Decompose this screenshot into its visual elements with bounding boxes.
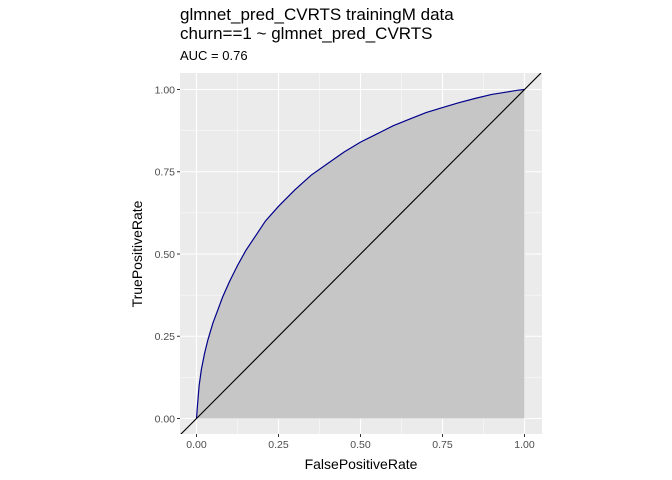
x-tick-label: 1.00	[514, 439, 535, 451]
x-tick-label: 0.00	[186, 439, 207, 451]
chart-title-line-1: glmnet_pred_CVRTS trainingM data	[180, 5, 454, 24]
x-axis-label: FalsePositiveRate	[304, 456, 418, 472]
chart-title-line-2: churn==1 ~ glmnet_pred_CVRTS	[180, 24, 433, 43]
y-tick-label: 0.25	[155, 331, 176, 343]
y-axis-label: TruePositiveRate	[129, 200, 145, 308]
y-tick-label: 1.00	[155, 84, 176, 96]
y-axis: 0.00 0.25 0.50 0.75 1.00	[155, 84, 180, 425]
diagonal-reference-line	[180, 73, 542, 434]
x-tick-label: 0.50	[350, 439, 371, 451]
x-axis: 0.00 0.25 0.50 0.75 1.00	[186, 434, 535, 451]
y-tick-label: 0.75	[155, 167, 176, 179]
y-tick-label: 0.50	[155, 249, 176, 261]
roc-curve	[195, 88, 525, 419]
chart-subtitle: AUC = 0.76	[180, 48, 248, 63]
y-tick-label: 0.00	[155, 413, 176, 425]
x-tick-label: 0.25	[268, 439, 289, 451]
x-tick-label: 0.75	[432, 439, 453, 451]
